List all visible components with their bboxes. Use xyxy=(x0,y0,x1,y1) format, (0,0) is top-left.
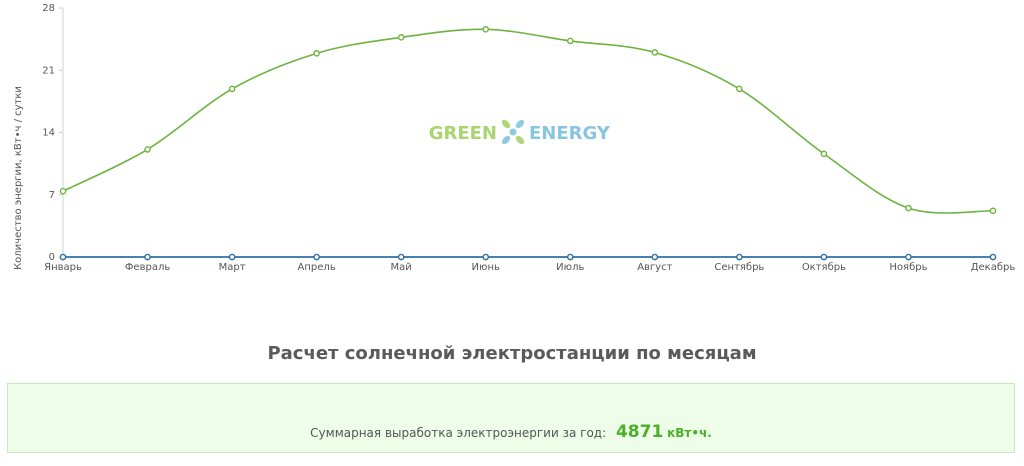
series-point-0[interactable] xyxy=(820,150,828,158)
series-layer xyxy=(59,26,997,261)
x-tick-label: Февраль xyxy=(125,262,171,273)
x-tick-label: Март xyxy=(219,262,246,273)
series-point-0[interactable] xyxy=(566,37,574,45)
x-tick-label: Май xyxy=(391,262,412,273)
series-point-1[interactable] xyxy=(313,253,320,261)
series-point-1[interactable] xyxy=(397,253,405,261)
x-tick-label: Июнь xyxy=(472,262,500,273)
series-point-0[interactable] xyxy=(228,85,236,93)
series-point-1[interactable] xyxy=(989,253,997,261)
series-point-0[interactable] xyxy=(905,204,912,212)
series-point-0[interactable] xyxy=(736,85,743,93)
x-tick-label: Ноябрь xyxy=(889,262,927,273)
y-tick-label: 7 xyxy=(49,190,55,201)
series-point-1[interactable] xyxy=(820,253,828,261)
monthly-energy-chart: 0 7 14 21 28 Январь Февраль Март Апрель Май Июнь И… xyxy=(13,3,1015,273)
series-point-1[interactable] xyxy=(566,253,574,261)
series-point-1[interactable] xyxy=(144,253,151,261)
series-point-0[interactable] xyxy=(59,187,67,195)
y-axis-ticks: 0 7 14 21 28 xyxy=(42,3,63,263)
x-tick-label: Август xyxy=(637,262,672,273)
series-point-0[interactable] xyxy=(651,49,659,56)
series-point-0[interactable] xyxy=(144,146,151,153)
watermark-leaf-icon xyxy=(501,119,525,145)
x-tick-label: Апрель xyxy=(298,262,336,273)
y-tick-label: 21 xyxy=(42,65,55,76)
x-tick-label: Январь xyxy=(44,262,82,273)
y-tick-label: 0 xyxy=(49,252,55,263)
watermark-green-text: GREEN xyxy=(429,123,497,144)
x-tick-label: Июль xyxy=(556,262,584,273)
summary-unit: кВт•ч. xyxy=(667,426,712,440)
series-point-1[interactable] xyxy=(59,253,67,261)
watermark-energy-text: ENERGY xyxy=(529,123,611,144)
watermark-logo: GREEN ENERGY xyxy=(429,119,611,145)
summary-value: 4871 xyxy=(615,422,664,442)
series-point-0[interactable] xyxy=(989,207,997,215)
x-tick-label: Сентябрь xyxy=(714,262,764,273)
y-tick-label: 28 xyxy=(42,3,55,14)
x-axis-ticks: Январь Февраль Март Апрель Май Июнь Июль Август… xyxy=(44,257,1015,273)
series-point-1[interactable] xyxy=(482,253,490,261)
series-point-1[interactable] xyxy=(228,253,236,261)
summary-box: Суммарная выработка электроэнергии за го… xyxy=(7,383,1015,453)
series-point-0[interactable] xyxy=(397,34,405,41)
y-tick-label: 14 xyxy=(42,128,55,139)
section-title: Расчет солнечной электростанции по месяц… xyxy=(267,343,757,364)
x-tick-label: Октябрь xyxy=(802,262,846,273)
x-tick-label: Декабрь xyxy=(971,262,1016,273)
series-point-1[interactable] xyxy=(905,253,912,261)
series-point-1[interactable] xyxy=(736,253,743,261)
summary-label: Суммарная выработка электроэнергии за го… xyxy=(310,426,607,440)
series-point-1[interactable] xyxy=(651,253,659,261)
summary-line: Суммарная выработка электроэнергии за го… xyxy=(8,422,1014,442)
series-point-0[interactable] xyxy=(313,50,320,57)
series-point-0[interactable] xyxy=(482,26,490,33)
y-axis-label: Количество энергии, кВт•ч / сутки xyxy=(13,86,24,270)
series-line-0 xyxy=(62,28,994,214)
